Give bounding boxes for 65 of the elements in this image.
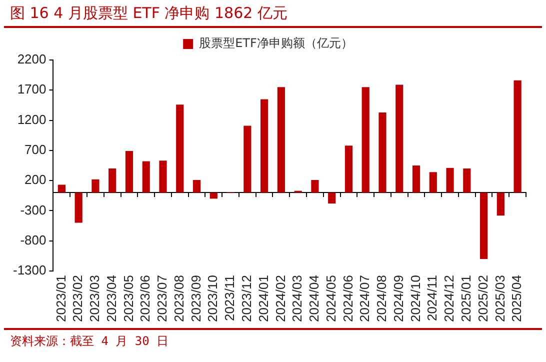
x-tick-label: 2025/04 (509, 275, 524, 322)
x-tick-label: 2023/05 (120, 275, 136, 322)
bar (396, 84, 404, 193)
bar (378, 112, 386, 193)
bar (463, 168, 471, 193)
x-tick-label: 2024/10 (408, 275, 423, 322)
x-tick-label: 2023/01 (53, 275, 68, 322)
legend-label: 股票型ETF净申购额（亿元） (199, 36, 353, 50)
bar (125, 151, 134, 193)
bar (446, 168, 454, 193)
bar (176, 104, 184, 193)
bar (480, 192, 488, 259)
y-tick-label: 1700 (17, 82, 46, 97)
bar (328, 192, 336, 204)
x-tick-label: 2023/04 (104, 275, 119, 322)
x-tick-label: 2024/05 (323, 275, 338, 322)
y-tick-label: 2200 (17, 52, 46, 67)
bar (311, 180, 319, 193)
y-tick-label: -1300 (13, 262, 46, 278)
bar (192, 180, 201, 193)
bar (514, 80, 522, 193)
x-tick-label: 2024/02 (272, 275, 288, 322)
y-tick-label: 200 (24, 172, 46, 188)
x-tick-label: 2024/12 (442, 275, 457, 322)
bar (159, 160, 167, 193)
x-tick-label: 2025/02 (475, 275, 490, 322)
y-tick-label: -800 (20, 232, 46, 248)
bar (108, 168, 116, 193)
x-tick-label: 2024/08 (374, 275, 390, 322)
bar (362, 87, 370, 193)
x-tick-label: 2023/07 (154, 275, 170, 322)
bar (277, 87, 285, 193)
bar (58, 184, 66, 193)
x-tick-label: 2024/11 (424, 275, 440, 322)
x-tick-label: 2023/02 (70, 275, 86, 322)
y-tick-label: -300 (20, 202, 46, 218)
x-tick-label: 2025/03 (492, 275, 508, 322)
y-tick-label: 1200 (17, 112, 46, 127)
x-tick-label: 2024/03 (290, 275, 305, 322)
chart-title: 图 16 4 月股票型 ETF 净申购 1862 亿元 (4, 0, 542, 28)
bar (92, 179, 100, 193)
bar (429, 172, 437, 193)
bar (210, 192, 218, 199)
x-tick-label: 2023/11 (222, 275, 238, 322)
bar (412, 166, 420, 193)
x-tick-label: 2023/10 (205, 275, 220, 322)
bar (244, 126, 252, 193)
x-tick-label: 2023/09 (188, 275, 204, 322)
bar (260, 99, 268, 193)
x-tick-label: 2023/03 (87, 275, 102, 322)
bar (344, 146, 353, 193)
x-tick-label: 2025/01 (458, 275, 474, 322)
x-tick-label: 2024/06 (340, 275, 356, 322)
bar (74, 192, 82, 223)
x-tick-label: 2023/06 (138, 275, 153, 322)
x-tick-label: 2024/01 (256, 275, 271, 322)
x-tick-label: 2023/12 (238, 275, 254, 322)
x-tick-label: 2024/09 (390, 275, 406, 322)
bar (496, 192, 504, 216)
x-tick-label: 2024/04 (306, 275, 322, 322)
x-tick-label: 2023/08 (171, 275, 186, 322)
text: 资料来源：截至 4 月 30 日 (4, 328, 542, 350)
y-tick-label: 700 (24, 142, 46, 158)
bar (142, 161, 150, 193)
x-tick-label: 2024/07 (357, 275, 372, 322)
